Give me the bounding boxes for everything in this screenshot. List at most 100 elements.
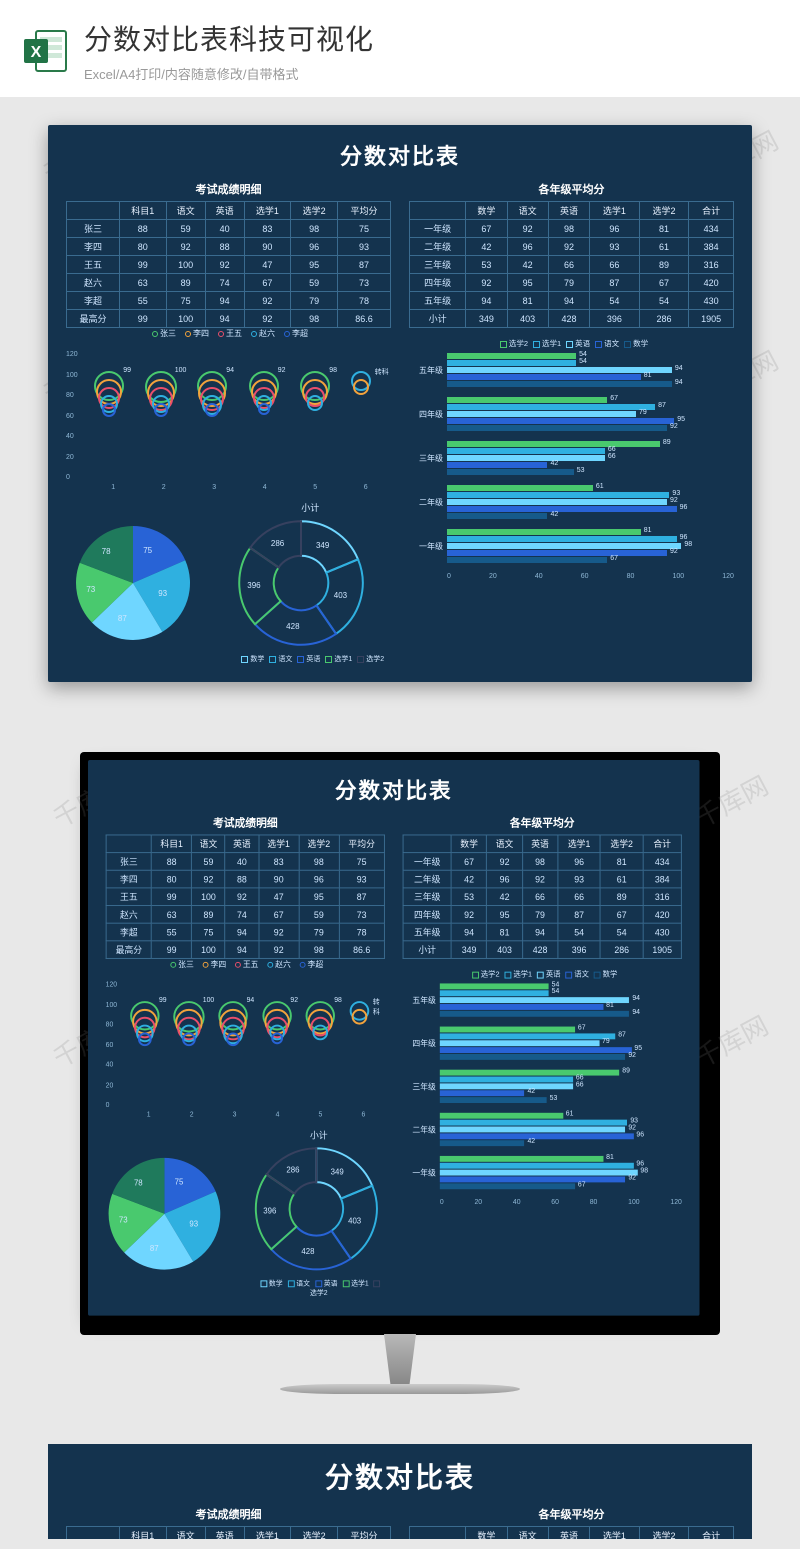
table-cell: 三年级 bbox=[403, 888, 451, 906]
table-row: 李超557594927978 bbox=[67, 292, 391, 310]
table-cell: 小计 bbox=[410, 310, 466, 328]
dashboard-title: 分数对比表 bbox=[66, 1456, 734, 1496]
table-header: 语文 bbox=[192, 835, 225, 853]
table-cell: 47 bbox=[244, 256, 291, 274]
table-header: 选学2 bbox=[639, 1527, 689, 1540]
table-cell: 61 bbox=[600, 870, 643, 888]
table-header: 选学1 bbox=[558, 835, 601, 853]
table-cell: 99 bbox=[152, 888, 192, 906]
table-cell: 40 bbox=[205, 220, 244, 238]
table-cell: 100 bbox=[166, 310, 205, 328]
table-title: 各年级平均分 bbox=[409, 181, 734, 197]
hbar-category: 五年级 bbox=[403, 995, 440, 1006]
table-header: 英语 bbox=[205, 202, 244, 220]
table-row: 小计3494034283962861905 bbox=[403, 941, 681, 959]
table-row: 三年级5342666689316 bbox=[410, 256, 734, 274]
table-header: 科目1 bbox=[119, 1527, 166, 1540]
table-header: 语文 bbox=[507, 202, 548, 220]
table-cell: 67 bbox=[639, 274, 689, 292]
page-subtitle: Excel/A4打印/内容随意修改/自带格式 bbox=[84, 64, 778, 83]
table-header: 英语 bbox=[548, 1527, 589, 1540]
table-cell: 42 bbox=[451, 870, 486, 888]
table-header: 选学2 bbox=[299, 835, 339, 853]
hbar-row: 一年级8196989267 bbox=[409, 529, 734, 563]
table-cell: 98 bbox=[522, 853, 557, 871]
donut-title: 小计 bbox=[236, 501, 384, 514]
data-table: 科目1语文英语选学1选学2平均分张三885940839875李四80928890… bbox=[66, 201, 391, 328]
hbar-chart: 五年级5454948194四年级6787799592三年级8966664253二… bbox=[403, 983, 682, 1205]
table-cell: 96 bbox=[590, 220, 640, 238]
table-header: 选学2 bbox=[600, 835, 643, 853]
table-row: 李四809288909693 bbox=[106, 870, 384, 888]
table-title: 各年级平均分 bbox=[403, 815, 682, 831]
table-cell: 384 bbox=[643, 870, 681, 888]
table-header: 英语 bbox=[225, 835, 258, 853]
table-header: 平均分 bbox=[337, 1527, 390, 1540]
table-title: 考试成绩明细 bbox=[106, 815, 385, 831]
hbar-legend: 选学2选学1英语语文数学 bbox=[403, 969, 682, 980]
dashboard-card-partial: 分数对比表考试成绩明细科目1语文英语选学1选学2平均分张三88594083987… bbox=[48, 1444, 752, 1539]
table-cell: 90 bbox=[259, 870, 299, 888]
data-table: 科目1语文英语选学1选学2平均分张三885940839875李四80928890… bbox=[106, 834, 385, 958]
table-cell: 王五 bbox=[106, 888, 151, 906]
table-cell: 96 bbox=[291, 238, 338, 256]
table-cell: 55 bbox=[119, 292, 166, 310]
excel-icon: X bbox=[22, 27, 70, 75]
table-row: 赵六638974675973 bbox=[106, 906, 384, 924]
table-header: 英语 bbox=[205, 1527, 244, 1540]
table-cell: 89 bbox=[639, 256, 689, 274]
table-header bbox=[403, 835, 451, 853]
hbar-category: 一年级 bbox=[409, 541, 447, 552]
table-cell: 54 bbox=[600, 923, 643, 941]
table-cell: 430 bbox=[643, 923, 681, 941]
hbar-row: 四年级6787799592 bbox=[403, 1027, 682, 1060]
table-row: 王五9910092479587 bbox=[106, 888, 384, 906]
table-cell: 81 bbox=[639, 220, 689, 238]
table-cell: 赵六 bbox=[67, 274, 120, 292]
table-header bbox=[106, 835, 151, 853]
hbar-row: 二年级6193929642 bbox=[403, 1113, 682, 1146]
table-cell: 94 bbox=[225, 923, 258, 941]
table-cell: 92 bbox=[507, 220, 548, 238]
table-cell: 一年级 bbox=[410, 220, 466, 238]
table-cell: 96 bbox=[507, 238, 548, 256]
table-header bbox=[67, 202, 120, 220]
table-cell: 78 bbox=[339, 923, 385, 941]
table-row: 三年级5342666689316 bbox=[403, 888, 681, 906]
table-row: 四年级9295798767420 bbox=[403, 906, 681, 924]
page-header: X 分数对比表科技可视化 Excel/A4打印/内容随意修改/自带格式 bbox=[0, 0, 800, 97]
table-cell: 66 bbox=[522, 888, 557, 906]
table-header: 选学1 bbox=[259, 835, 299, 853]
table-cell: 89 bbox=[600, 888, 643, 906]
table-header: 选学2 bbox=[639, 202, 689, 220]
hbar-row: 二年级6193929642 bbox=[409, 485, 734, 519]
table-header: 选学1 bbox=[590, 202, 640, 220]
table-header: 数学 bbox=[466, 1527, 507, 1540]
table-cell: 59 bbox=[299, 906, 339, 924]
table-cell: 李四 bbox=[67, 238, 120, 256]
table-header bbox=[410, 202, 466, 220]
table-cell: 349 bbox=[451, 941, 486, 959]
table-row: 五年级9481945454430 bbox=[410, 292, 734, 310]
hbar-row: 三年级8966664253 bbox=[403, 1070, 682, 1103]
table-header: 语文 bbox=[507, 1527, 548, 1540]
table-cell: 81 bbox=[507, 292, 548, 310]
hbar-category: 五年级 bbox=[409, 365, 447, 376]
data-table: 数学语文英语选学1选学2合计一年级6792989681434二年级4296929… bbox=[409, 201, 734, 328]
hbar-category: 二年级 bbox=[403, 1124, 440, 1135]
table-header: 合计 bbox=[689, 1527, 734, 1540]
table-cell: 92 bbox=[451, 906, 486, 924]
table-title: 考试成绩明细 bbox=[66, 1506, 391, 1522]
table-cell: 53 bbox=[466, 256, 507, 274]
table-cell: 92 bbox=[466, 274, 507, 292]
table-header: 选学2 bbox=[291, 1527, 338, 1540]
table-cell: 93 bbox=[590, 238, 640, 256]
table-cell: 79 bbox=[522, 906, 557, 924]
table-cell: 396 bbox=[558, 941, 601, 959]
table-cell: 92 bbox=[522, 870, 557, 888]
table-row: 李四809288909693 bbox=[67, 238, 391, 256]
table-cell: 92 bbox=[166, 238, 205, 256]
table-cell: 54 bbox=[558, 923, 601, 941]
table-cell: 99 bbox=[119, 256, 166, 274]
table-cell: 53 bbox=[451, 888, 486, 906]
